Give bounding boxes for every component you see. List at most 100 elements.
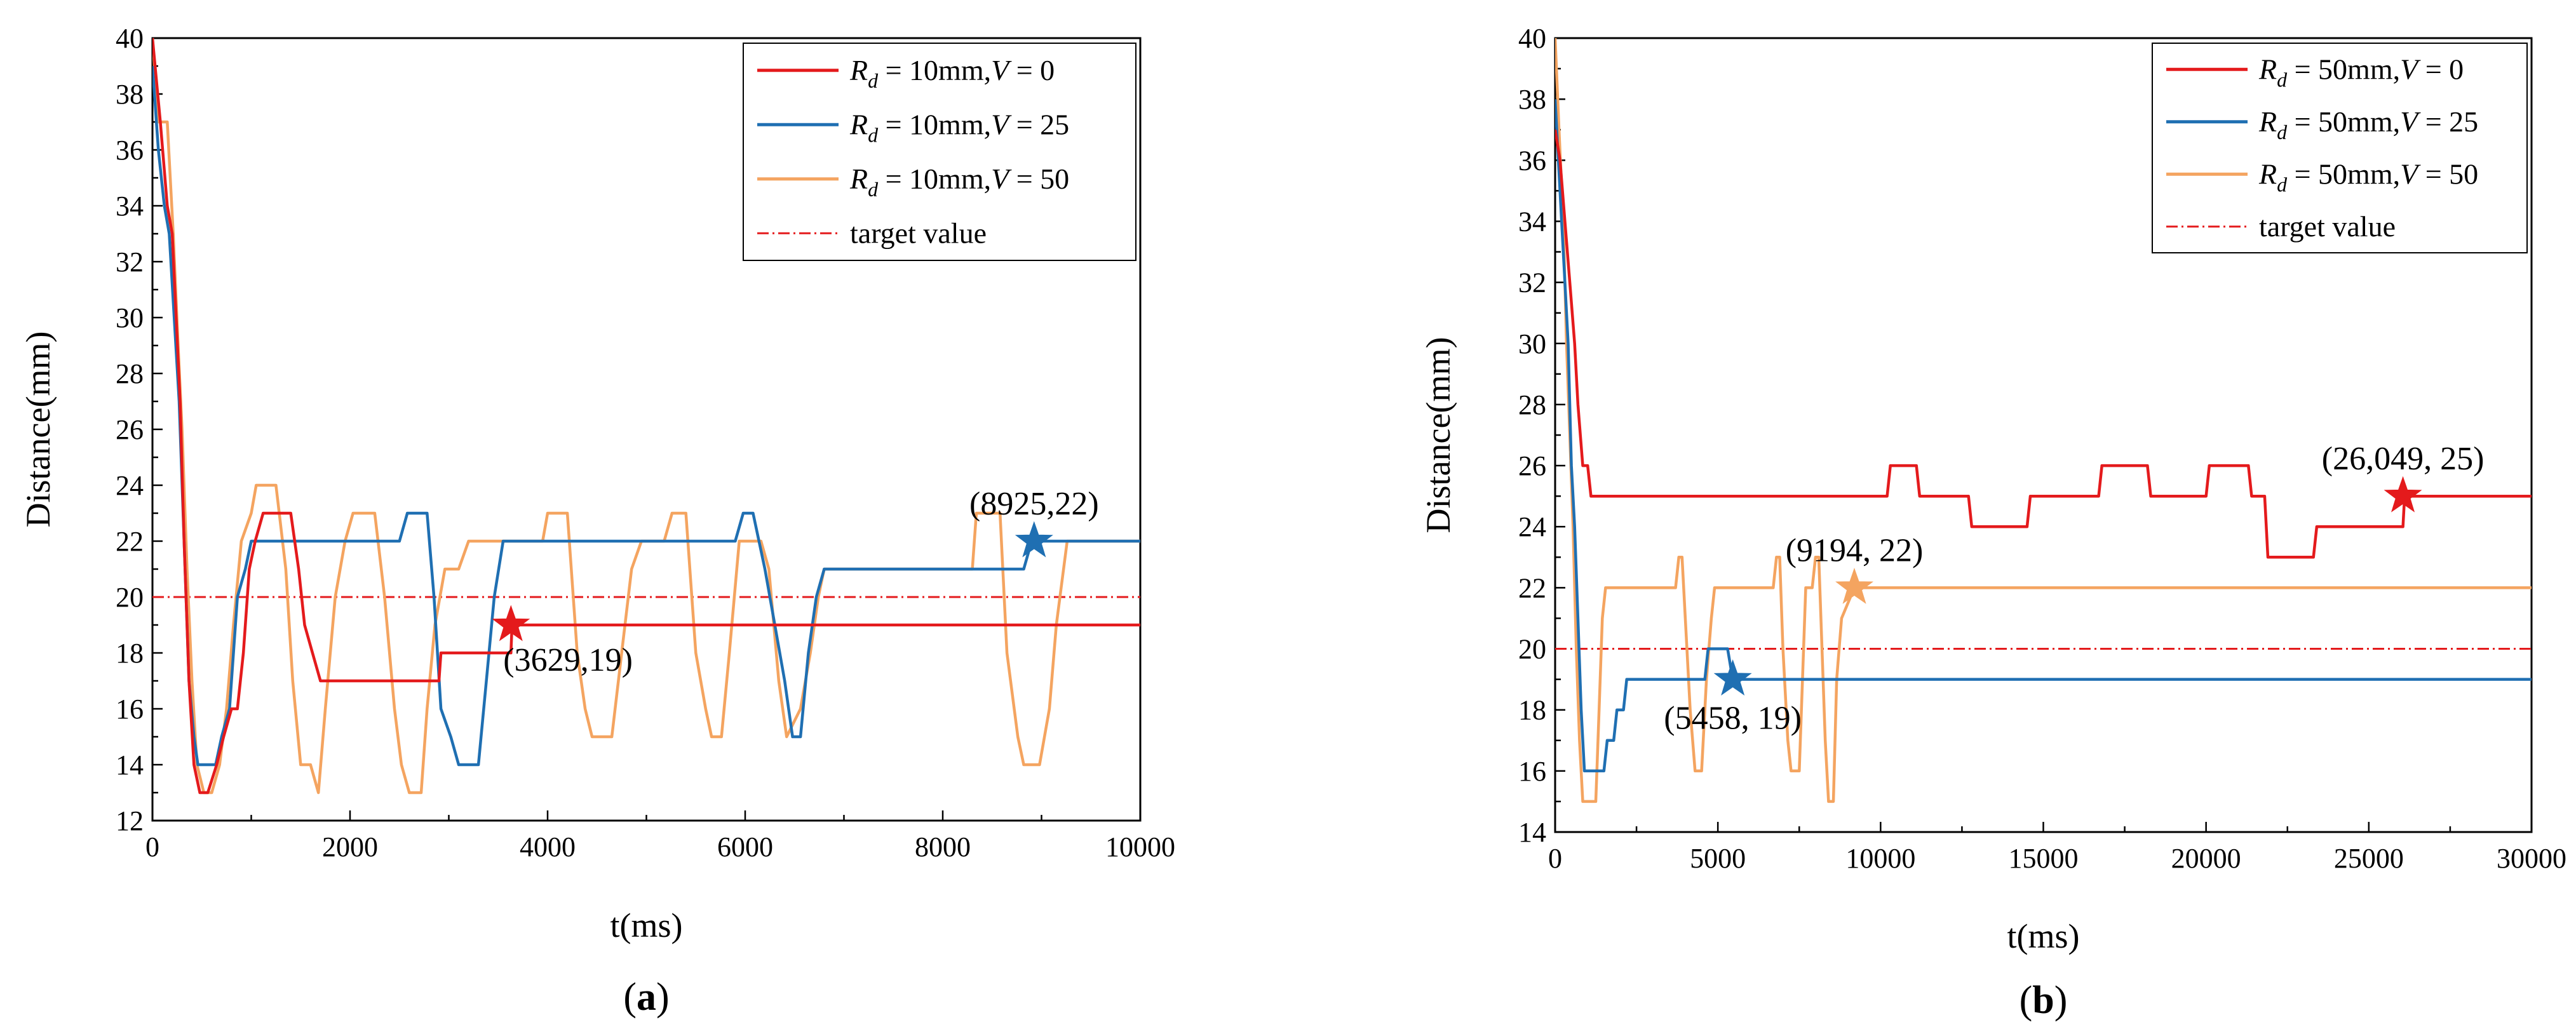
panel-label: (b) <box>2020 979 2068 1022</box>
series-line-1 <box>1555 99 2532 773</box>
annotation-label: (3629,19) <box>503 642 633 678</box>
y-axis-label: Distance(mm) <box>1419 337 1457 534</box>
y-tick-label: 24 <box>116 470 144 501</box>
y-tick-label: 32 <box>1518 267 1546 299</box>
y-tick-label: 30 <box>1518 328 1546 359</box>
x-tick-label: 10000 <box>1105 831 1175 863</box>
y-tick-label: 24 <box>1518 511 1546 542</box>
legend-var: V <box>2400 158 2421 190</box>
legend-entry: Rd = 10mm,V = 25 <box>849 108 1069 146</box>
panel-label-paren: ( <box>623 976 637 1019</box>
legend-entry: target value <box>850 217 987 249</box>
x-tick-label: 6000 <box>717 831 773 863</box>
x-axis-label: t(ms) <box>610 906 683 944</box>
y-tick-label: 16 <box>116 694 144 725</box>
annotation-star <box>1713 659 1752 696</box>
panel-label-paren: ) <box>656 976 670 1019</box>
annotation-star <box>1835 567 1874 604</box>
y-tick-label: 18 <box>116 638 144 669</box>
annotation-label: (5458, 19) <box>1664 701 1802 737</box>
legend-var: R <box>849 108 868 140</box>
x-tick-label: 8000 <box>915 831 971 863</box>
panel-label-letter: a <box>637 976 656 1019</box>
legend-text-part: = 0 <box>1009 54 1055 86</box>
legend-text-part: = 10mm, <box>878 54 991 86</box>
y-tick-label: 40 <box>116 23 144 54</box>
legend-entry: Rd = 10mm,V = 0 <box>849 54 1055 92</box>
legend-text-part: = 50 <box>1009 163 1069 195</box>
x-axis-label: t(ms) <box>2007 917 2080 955</box>
legend-subscript: d <box>868 69 879 92</box>
legend-var: R <box>2258 53 2277 85</box>
y-tick-label: 36 <box>1518 145 1546 176</box>
legend-text-part: = 50mm, <box>2287 105 2400 138</box>
panel-label-paren: ( <box>2020 979 2033 1022</box>
legend-entry: Rd = 50mm,V = 25 <box>2258 105 2478 144</box>
legend-text-part: = 50mm, <box>2287 53 2400 85</box>
series-line-0 <box>152 37 1140 795</box>
x-tick-label: 0 <box>1548 843 1562 874</box>
y-tick-label: 26 <box>116 414 144 445</box>
y-tick-label: 16 <box>1518 756 1546 787</box>
legend-text-part: = 25 <box>2418 105 2478 138</box>
legend-text-part: = 10mm, <box>878 163 991 195</box>
annotation-star <box>1015 521 1053 558</box>
annotation-label: (8925,22) <box>969 486 1099 522</box>
annotation-label: (26,049, 25) <box>2322 441 2485 477</box>
y-tick-label: 14 <box>116 749 144 781</box>
y-tick-label: 34 <box>116 191 144 222</box>
legend-subscript: d <box>2277 121 2288 144</box>
panel-label-paren: ) <box>2054 979 2068 1022</box>
y-tick-label: 28 <box>1518 389 1546 420</box>
legend-var: V <box>991 163 1012 195</box>
chart-panel-a: 0 2000 4000 6000 8000 10000 12 14 16 18 20 22 24 26 28… <box>19 23 1175 1019</box>
y-tick-label: 36 <box>116 135 144 166</box>
annotation-label: (9194, 22) <box>1786 532 1924 568</box>
legend-subscript: d <box>868 123 879 146</box>
x-tick-label: 4000 <box>520 831 576 863</box>
y-axis-label: Distance(mm) <box>19 332 57 528</box>
annotation-star <box>2384 476 2422 513</box>
y-tick-label: 14 <box>1518 817 1546 848</box>
legend-subscript: d <box>868 178 879 201</box>
x-tick-label: 2000 <box>322 831 378 863</box>
legend-text-part: = 10mm, <box>878 108 991 140</box>
y-tick-label: 34 <box>1518 206 1546 237</box>
legend-var: V <box>991 108 1012 140</box>
legend-entry: Rd = 50mm,V = 50 <box>2258 158 2478 196</box>
y-tick-label: 20 <box>1518 634 1546 665</box>
y-tick-label: 32 <box>116 246 144 278</box>
y-tick-label: 38 <box>1518 84 1546 115</box>
x-tick-label: 0 <box>145 831 159 863</box>
legend-subscript: d <box>2277 173 2288 196</box>
legend-text-part: = 0 <box>2418 53 2464 85</box>
legend-text-part: = 25 <box>1009 108 1069 140</box>
legend-box <box>2152 43 2528 253</box>
y-tick-label: 12 <box>116 805 144 836</box>
y-tick-label: 30 <box>116 302 144 333</box>
legend-text-part: = 50 <box>2418 158 2478 190</box>
y-tick-label: 18 <box>1518 695 1546 726</box>
legend-entry: target value <box>2259 210 2396 243</box>
y-tick-label: 22 <box>1518 572 1546 603</box>
y-tick-label: 20 <box>116 582 144 613</box>
x-tick-label: 15000 <box>2009 843 2079 874</box>
panel-label-letter: b <box>2032 979 2054 1022</box>
legend-var: R <box>2258 105 2277 138</box>
y-tick-label: 38 <box>116 79 144 110</box>
x-tick-label: 20000 <box>2171 843 2241 874</box>
y-tick-label: 22 <box>116 526 144 557</box>
annotation-star <box>492 605 530 641</box>
chart-panel-b: 0 5000 10000 15000 20000 25000 30000 14 16 18 20 22… <box>1419 23 2566 1022</box>
x-tick-label: 30000 <box>2497 843 2566 874</box>
x-tick-label: 25000 <box>2334 843 2404 874</box>
y-tick-label: 40 <box>1518 23 1546 54</box>
legend-text-part: = 50mm, <box>2287 158 2400 190</box>
x-tick-label: 10000 <box>1845 843 1915 874</box>
y-tick-label: 28 <box>116 358 144 389</box>
y-tick-label: 26 <box>1518 450 1546 481</box>
x-tick-label: 5000 <box>1690 843 1746 874</box>
